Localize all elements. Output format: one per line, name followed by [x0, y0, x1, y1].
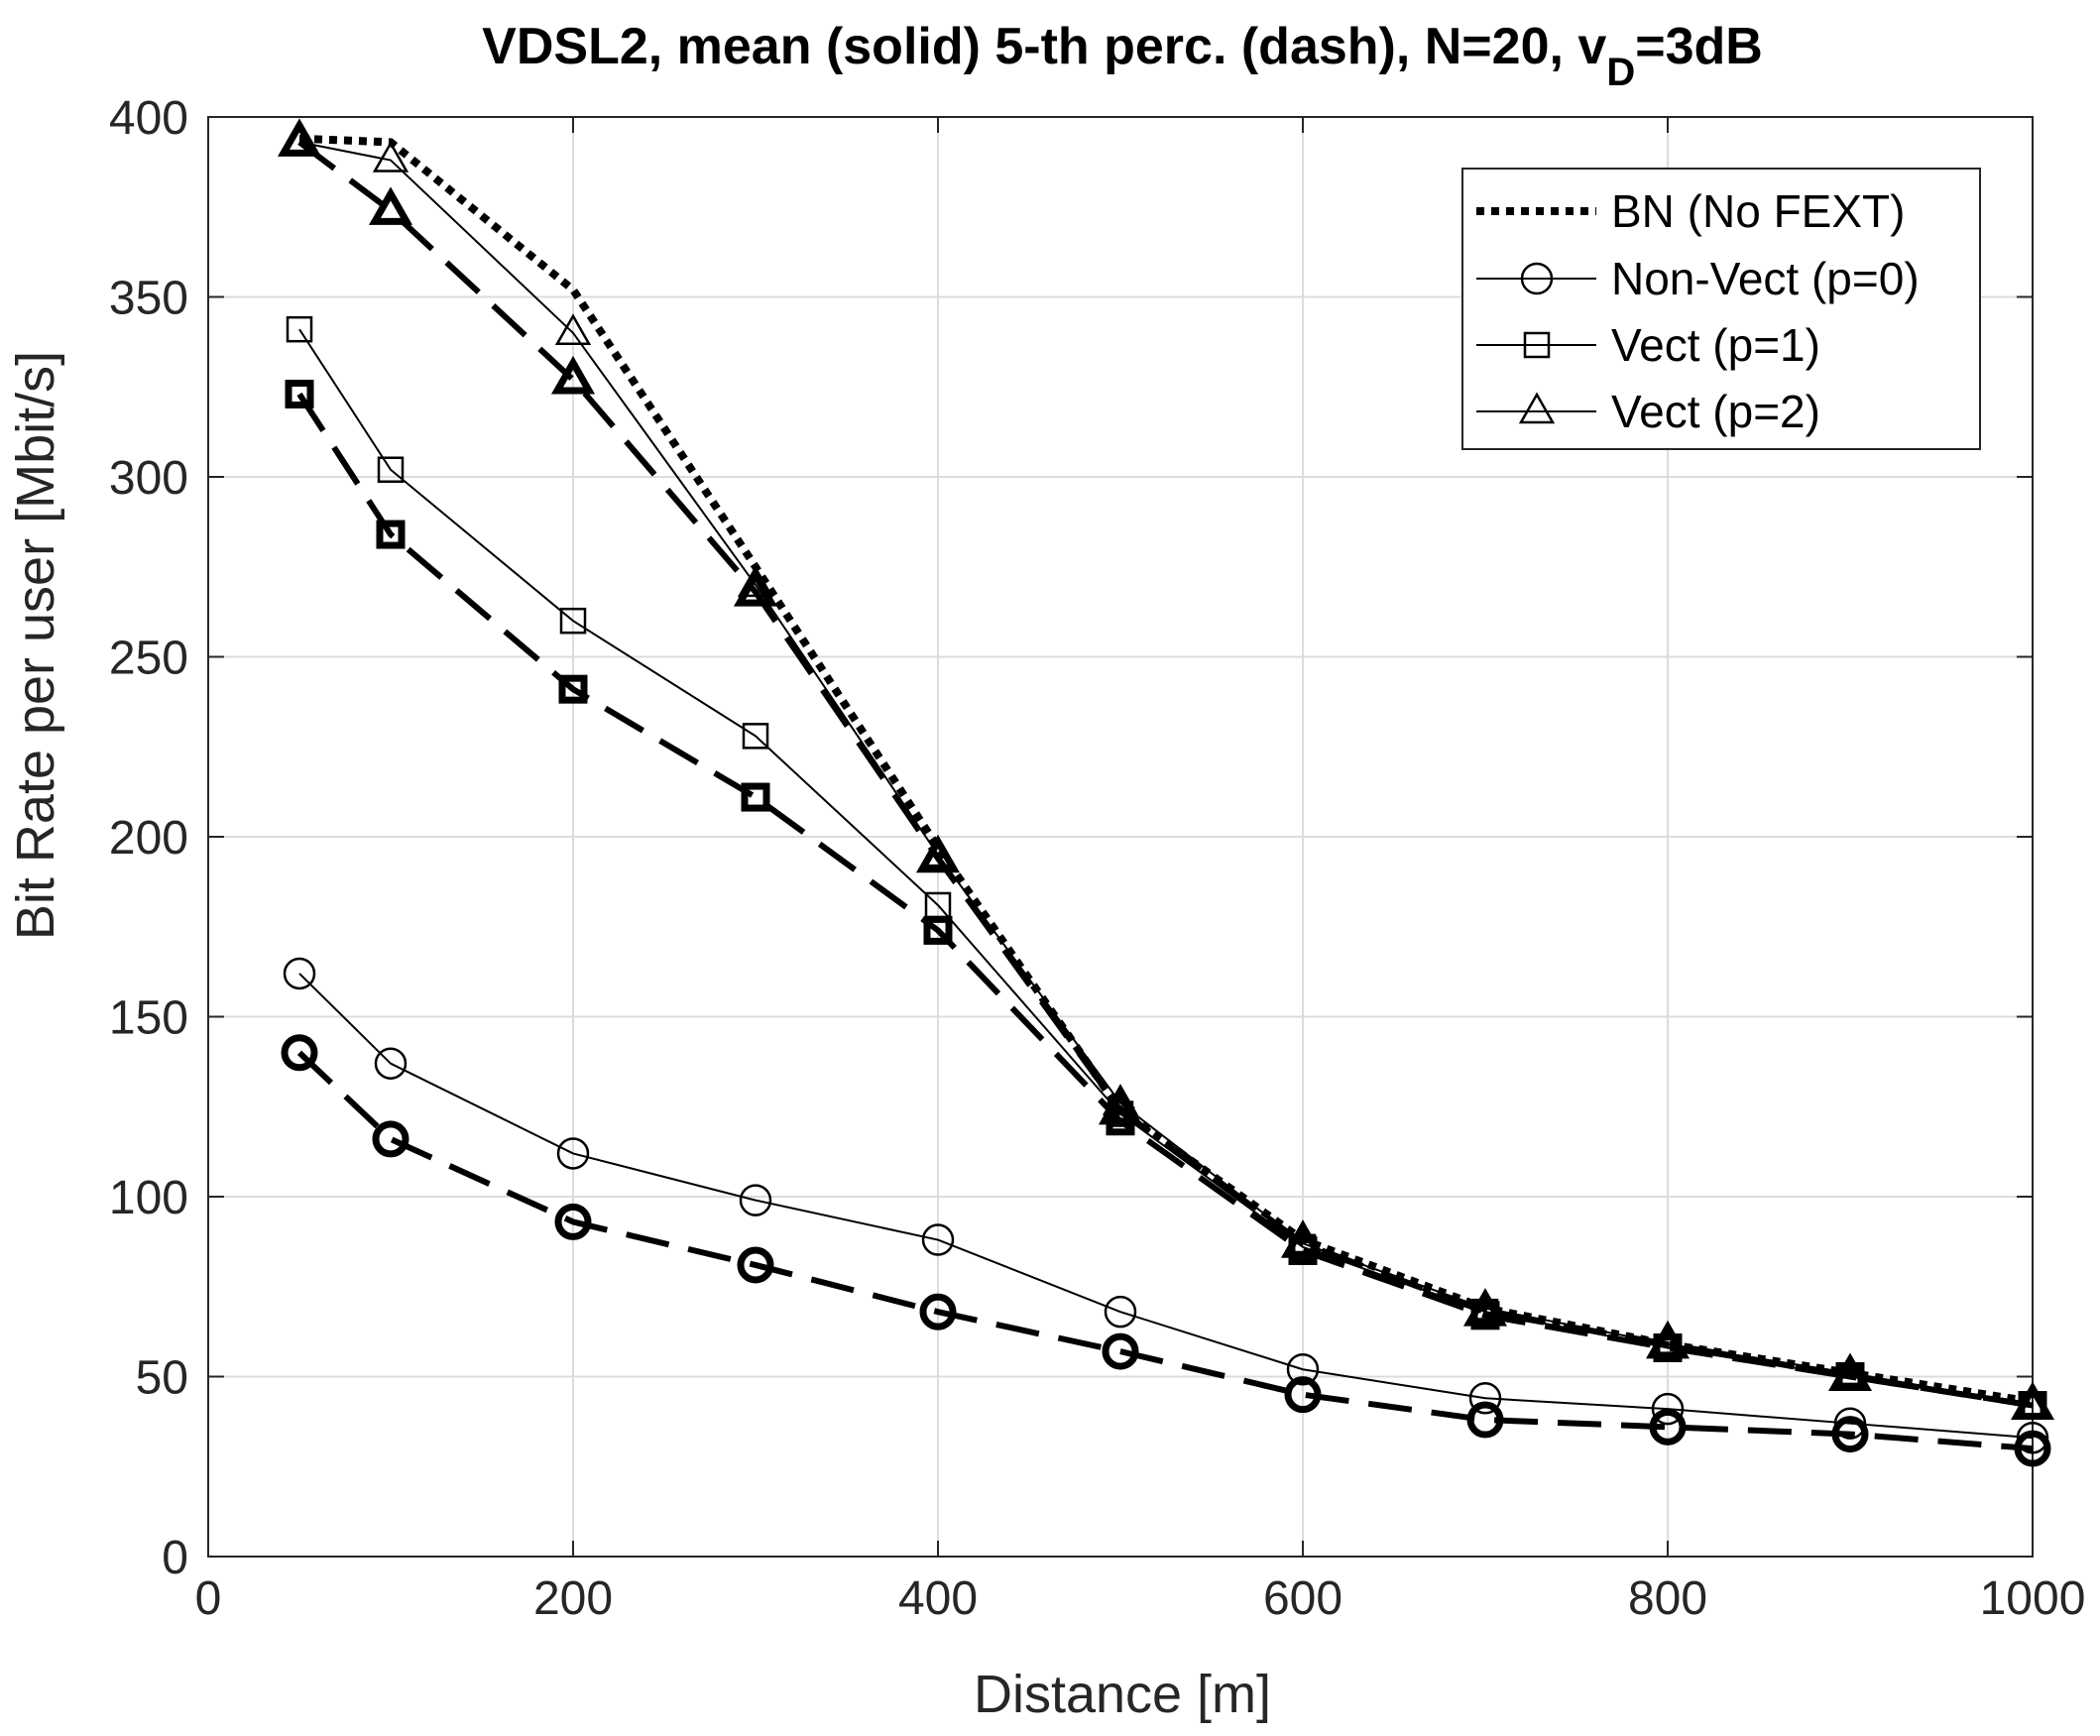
square-marker [558, 674, 588, 704]
legend-entry: Vect (p=2) [1611, 386, 1820, 437]
series-line [298, 141, 2034, 1407]
circle-marker [374, 1047, 408, 1080]
y-tick-label: 150 [109, 992, 188, 1045]
y-tick-label: 400 [109, 92, 188, 145]
x-tick-label: 400 [898, 1572, 978, 1625]
circle-marker [1466, 1401, 1504, 1439]
circle-marker [1468, 1382, 1502, 1415]
circle-marker [1284, 1376, 1322, 1414]
x-tick-label: 600 [1263, 1572, 1342, 1625]
triangle-marker [281, 122, 318, 155]
series-line [296, 1050, 2034, 1452]
circle-marker [281, 1034, 318, 1072]
x-axis-label: Distance [m] [974, 1665, 1271, 1724]
triangle-marker [737, 565, 774, 598]
triangle-marker [1518, 392, 1556, 424]
legend-entry: Vect (p=1) [1611, 319, 1820, 371]
circle-marker [919, 1293, 957, 1331]
circle-marker [1104, 1295, 1137, 1329]
circle-marker [921, 1223, 955, 1256]
circle-marker [554, 1203, 592, 1240]
circle-marker [1831, 1416, 1869, 1453]
circle-marker [1520, 262, 1554, 295]
circle-marker [2016, 1421, 2049, 1454]
legend-entry: Non-Vect (p=0) [1611, 253, 1920, 304]
y-tick-label: 100 [109, 1172, 188, 1224]
triangle-marker [368, 186, 413, 225]
y-tick-label: 250 [109, 633, 188, 685]
square-marker [742, 723, 769, 750]
triangle-marker [1098, 1086, 1143, 1125]
triangle-marker [1831, 1353, 1869, 1386]
triangle-marker [2014, 1386, 2051, 1418]
square-marker [1523, 331, 1551, 359]
triangle-marker [554, 313, 592, 346]
legend: BN (No FEXT) Non-Vect (p=0) Vect (p=1) Vect… [1461, 168, 1981, 450]
y-tick-label: 200 [109, 812, 188, 865]
square-marker [285, 380, 314, 409]
triangle-marker [1284, 1223, 1322, 1256]
square-marker [376, 520, 406, 549]
legend-entry: BN (No FEXT) [1611, 185, 1905, 237]
y-tick-label: 350 [109, 273, 188, 325]
series-line [298, 973, 2034, 1440]
triangle-marker [1102, 1084, 1139, 1115]
axis-ticks: 0 200 400 600 800 1000 0 50 100 150 200 250 300 350 40… [109, 92, 2085, 1625]
circle-marker [1651, 1392, 1685, 1426]
x-tick-label: 800 [1628, 1572, 1707, 1625]
triangle-marker [919, 835, 957, 868]
square-marker [559, 607, 587, 635]
square-marker [377, 456, 405, 483]
y-tick-label: 50 [136, 1352, 188, 1405]
y-axis-label: Bit Rate per user [Mbit/s] [6, 351, 65, 940]
circle-marker [737, 1246, 774, 1284]
chart-title: VDSL2, mean (solid) 5-th perc. (dash), N… [482, 18, 1763, 94]
series-non-vect-p-0 [283, 957, 2049, 1454]
circle-marker [739, 1184, 772, 1216]
triangle-marker [733, 568, 778, 607]
triangle-marker [550, 355, 596, 395]
y-tick-label: 300 [109, 452, 188, 505]
square-marker [924, 891, 952, 919]
x-tick-label: 0 [195, 1572, 222, 1625]
x-tick-label: 200 [533, 1572, 613, 1625]
circle-marker [556, 1137, 590, 1170]
series-non-vect-p-0-5-th-perc [281, 1034, 2051, 1467]
x-tick-label: 1000 [1980, 1572, 2086, 1625]
circle-marker [1102, 1332, 1139, 1370]
square-marker [923, 915, 953, 945]
circle-marker [1649, 1408, 1687, 1446]
square-marker [741, 782, 770, 812]
legend-box [1461, 168, 1981, 450]
y-tick-label: 0 [162, 1532, 188, 1584]
triangle-marker [1466, 1289, 1504, 1321]
triangle-marker [1649, 1325, 1687, 1357]
circle-marker [372, 1120, 409, 1158]
circle-marker [1286, 1352, 1320, 1386]
series-vect-p-2 [281, 122, 2051, 1418]
series-group [277, 118, 2055, 1467]
circle-marker [2014, 1430, 2051, 1467]
circle-marker [1833, 1407, 1867, 1440]
triangle-marker [372, 141, 409, 173]
circle-marker [283, 957, 316, 990]
square-marker [286, 315, 313, 343]
